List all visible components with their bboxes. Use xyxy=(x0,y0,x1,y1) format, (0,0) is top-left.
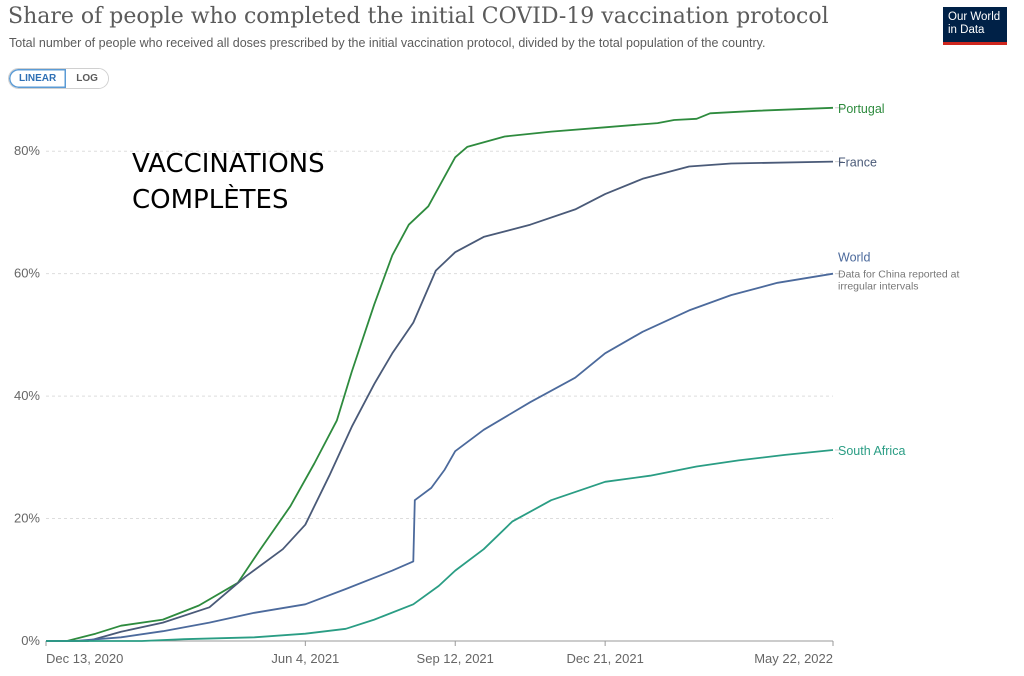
x-tick-label: Jun 4, 2021 xyxy=(271,651,339,666)
series-line-portugal[interactable] xyxy=(46,106,834,642)
series-annotation: Data for China reported at xyxy=(838,269,959,281)
x-tick-label: May 22, 2022 xyxy=(754,651,833,666)
series-label[interactable]: Portugal xyxy=(838,102,885,116)
overlay-caption: VACCINATIONS COMPLÈTES xyxy=(132,149,325,215)
log-scale-button[interactable]: LOG xyxy=(66,69,108,88)
owid-logo[interactable]: Our World in Data xyxy=(943,7,1007,45)
series-label[interactable]: South Africa xyxy=(838,444,905,458)
axes: 0% 20% 40% 60% 80% Dec 13, 2020 Jun 4, 2021 Sep… xyxy=(14,143,834,666)
series-lines xyxy=(46,106,834,642)
y-tick-label: 40% xyxy=(14,388,40,403)
series-line-world[interactable] xyxy=(46,272,834,642)
logo-line-1: Our World xyxy=(948,11,1001,23)
gridlines xyxy=(46,150,833,520)
series-line-france[interactable] xyxy=(46,160,834,642)
series-labels: Portugal France World Data for China report… xyxy=(835,102,959,458)
series-line-south-africa[interactable] xyxy=(46,449,834,642)
y-tick-label: 60% xyxy=(14,266,40,281)
x-tick-label: Dec 13, 2020 xyxy=(46,651,123,666)
chart-title: Share of people who completed the initia… xyxy=(8,4,829,29)
y-tick-label: 20% xyxy=(14,511,40,526)
series-label[interactable]: World xyxy=(838,251,870,265)
y-tick-label: 0% xyxy=(21,633,40,648)
series-annotation: irregular intervals xyxy=(838,281,919,293)
chart-subtitle: Total number of people who received all … xyxy=(9,36,766,50)
x-tick-label: Dec 21, 2021 xyxy=(566,651,643,666)
logo-line-2: in Data xyxy=(948,24,985,36)
linear-scale-button[interactable]: LINEAR xyxy=(9,69,67,88)
scale-toggle: LINEAR LOG xyxy=(8,68,109,89)
x-tick-label: Sep 12, 2021 xyxy=(417,651,494,666)
y-tick-label: 80% xyxy=(14,143,40,158)
series-label[interactable]: France xyxy=(838,156,877,170)
